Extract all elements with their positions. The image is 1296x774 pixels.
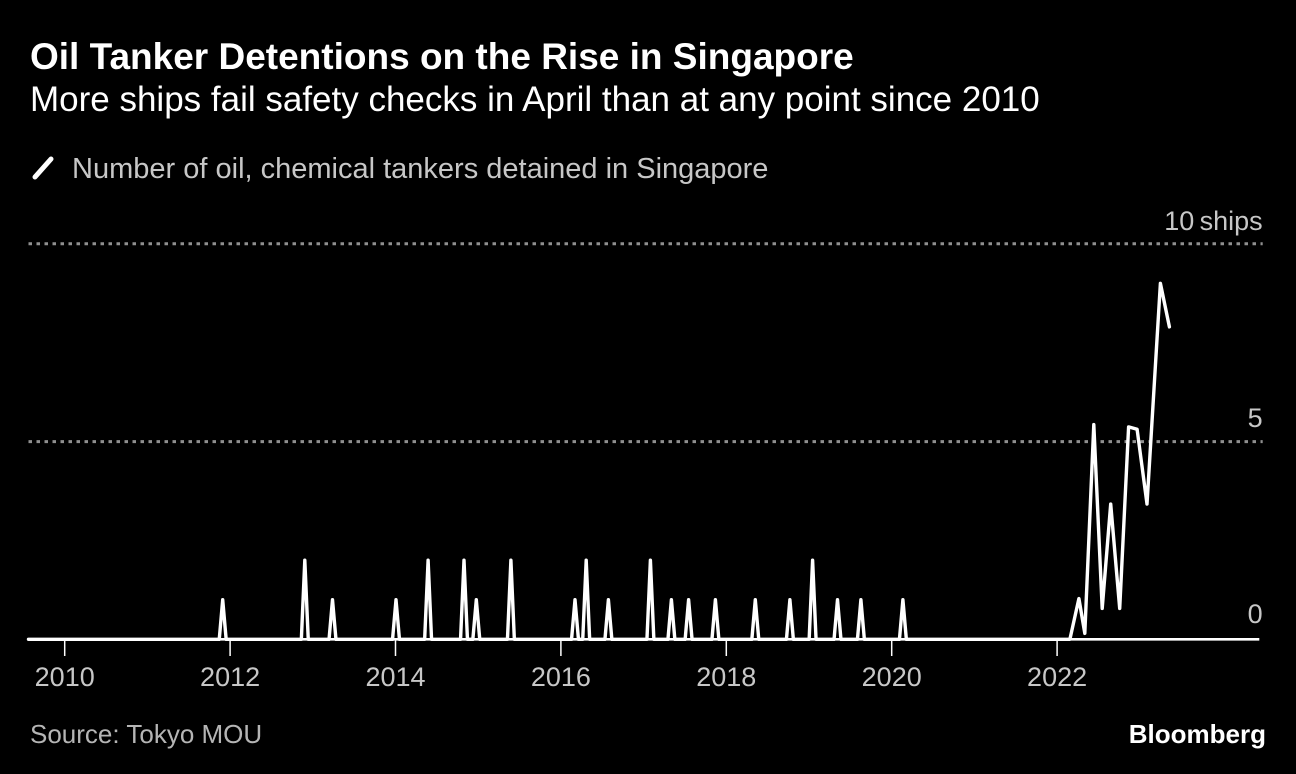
- svg-text:2016: 2016: [531, 662, 591, 692]
- svg-text:2014: 2014: [365, 662, 425, 692]
- svg-text:2010: 2010: [35, 662, 95, 692]
- svg-text:2020: 2020: [862, 662, 922, 692]
- svg-text:2022: 2022: [1027, 662, 1087, 692]
- svg-text:2018: 2018: [696, 662, 756, 692]
- svg-text:10 ships: 10 ships: [1164, 206, 1262, 236]
- svg-text:5: 5: [1248, 403, 1263, 433]
- svg-text:0: 0: [1248, 599, 1263, 629]
- svg-text:2012: 2012: [200, 662, 260, 692]
